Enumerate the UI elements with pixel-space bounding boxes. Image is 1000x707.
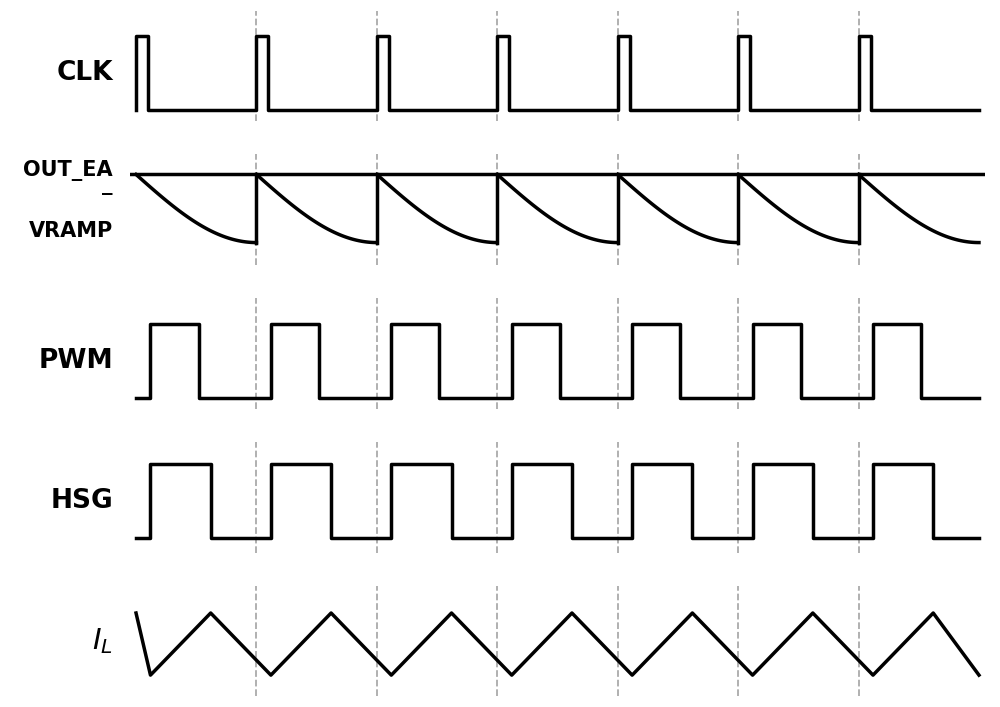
Text: PWM: PWM (38, 348, 113, 374)
Text: _: _ (102, 175, 113, 195)
Text: $I_L$: $I_L$ (92, 626, 113, 656)
Text: HSG: HSG (50, 488, 113, 514)
Text: OUT_EA: OUT_EA (23, 160, 113, 181)
Text: CLK: CLK (56, 60, 113, 86)
Text: VRAMP: VRAMP (29, 221, 113, 240)
